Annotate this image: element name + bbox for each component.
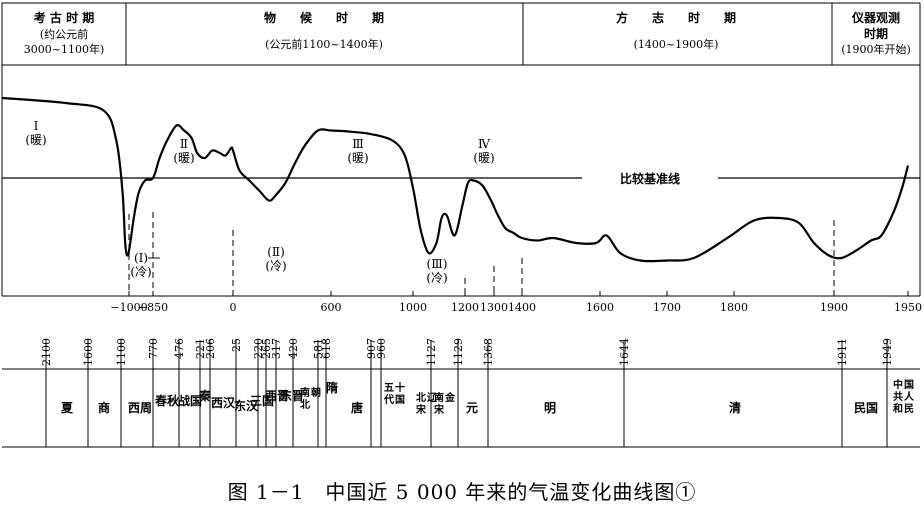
dynasty-name: 三国	[250, 394, 274, 408]
dynasty-name: 夏	[61, 401, 74, 415]
dynasty-name: 和	[892, 402, 903, 415]
x-axis-ticks: −1000−850 0 600 1000 1200 1300 1400 1600 1700 180…	[110, 291, 922, 314]
figure-caption: 图 1－1 中国近 5 000 年来的气温变化曲线图①	[227, 480, 697, 504]
period-header	[1, 2, 921, 66]
dynasty-name: 西汉	[211, 395, 236, 410]
baseline-label: 比较基准线	[620, 171, 680, 186]
period-subtitle: (约公元前	[40, 27, 88, 41]
dynasty-name: 民	[904, 403, 914, 415]
x-tick-label: 1400	[508, 301, 536, 314]
period-instrumental: 仪器观测 时期 (1900年开始)	[841, 10, 911, 56]
x-tick-label: 0	[230, 301, 237, 314]
baseline: 比较基准线	[2, 171, 920, 186]
period-archaeological: 考 古 时 期 (约公元前 3000~1100年)	[24, 10, 105, 56]
dynasty-name: 隋	[326, 380, 338, 395]
dynasty-name: 国	[395, 394, 405, 406]
dynasty-strip: 夏商西周 春秋战国秦 西汉东汉三国西晋东晋南北朝 隋唐五代十国 北宋辽南宋金元明清民国中…	[45, 369, 915, 447]
period-phenological: 物 候 时 期 (公元前1100~1400年)	[264, 10, 384, 51]
x-tick-label: −850	[138, 301, 168, 314]
dynasty-name: 战国	[178, 393, 202, 408]
dynasty-name: 人	[904, 390, 915, 403]
dynasty-name: 东汉	[234, 398, 259, 413]
x-tick-label: 1700	[653, 301, 681, 314]
dynasty-name: 西晋	[265, 388, 289, 403]
dynasty-name: 金	[444, 391, 456, 404]
dynasty-name: 西周	[128, 401, 152, 415]
temperature-series-line	[1, 96, 910, 263]
dynasty-name: 宋	[415, 403, 426, 416]
dynasty-name: 唐	[351, 400, 363, 415]
period-range: (公元前1100~1400年)	[265, 37, 383, 51]
dynasty-name: 辽	[427, 392, 438, 404]
dynasty-name: 东晋	[280, 388, 304, 403]
period-divider-lines	[128, 212, 835, 296]
temperature-chart: 考 古 时 期 (约公元前 3000~1100年) 物 候 时 期 (公元前11…	[1, 2, 922, 448]
x-tick-label: 1900	[820, 301, 848, 314]
period-title: 仪器观测	[851, 10, 900, 25]
dynasty-name: 北	[416, 391, 426, 404]
period-annotation-label: Ⅱ	[180, 137, 188, 151]
dynasty-name: 南	[434, 391, 444, 404]
dynasty-name: 清	[729, 400, 741, 415]
dynasty-name: 明	[544, 401, 556, 415]
dynasty-name: 春秋	[154, 393, 180, 408]
warm-cold-annotations: Ⅰ(暖) Ⅱ(暖)Ⅲ(暖)Ⅳ(暖)(Ⅰ)(冷)(Ⅱ)(冷) (Ⅲ)(冷)	[25, 119, 494, 285]
period-title: 考 古 时 期	[34, 10, 95, 25]
period-subtitle: 时期	[864, 26, 888, 41]
period-annotation-sub: (暖)	[173, 151, 194, 165]
period-annotation-sub: (暖)	[25, 133, 46, 147]
dynasty-name: 宋	[433, 403, 444, 416]
period-title: 物 候 时 期	[264, 10, 384, 25]
temperature-curve	[1, 96, 910, 263]
period-range: (1400~1900年)	[634, 37, 719, 51]
x-tick-label: 1200	[451, 301, 479, 314]
x-tick-label: 1000	[399, 301, 427, 314]
x-tick-label: 1800	[720, 301, 748, 314]
dynasty-name: 南	[300, 386, 310, 399]
plot-frame	[1, 65, 921, 297]
dynasty-year-labels: 2100160011007704762212062522026531742058…	[40, 338, 894, 369]
dynasty-strip-frame	[2, 368, 920, 448]
period-range: 3000~1100年)	[24, 42, 105, 56]
dynasty-name: 北	[300, 398, 310, 411]
dynasty-name: 国	[904, 379, 914, 391]
dynasty-name: 十	[395, 381, 405, 394]
dynasty-name: 元	[466, 401, 478, 415]
period-annotation-label: (Ⅲ)	[427, 257, 448, 271]
x-tick-label: −1000	[110, 301, 147, 314]
x-tick-label: 600	[321, 301, 342, 314]
dynasty-name: 秦	[198, 388, 211, 403]
period-range: (1900年开始)	[841, 42, 911, 56]
dynasty-name: 商	[98, 400, 110, 415]
x-tick-label: 1950	[894, 301, 922, 314]
period-annotation-sub: (冷)	[426, 271, 447, 285]
dynasty-name: 共	[893, 390, 903, 403]
period-title: 方 志 时 期	[616, 10, 736, 25]
period-annotation-label: Ⅲ	[352, 137, 364, 151]
dynasty-name: 朝	[311, 386, 321, 399]
dynasty-name: 民国	[854, 401, 878, 415]
period-annotation-label: Ⅰ	[34, 119, 39, 133]
period-annotation-sub: (暖)	[473, 151, 494, 165]
x-tick-label: 1600	[586, 301, 614, 314]
period-annotation-sub: (暖)	[347, 151, 368, 165]
period-annotation-label: (Ⅱ)	[267, 245, 285, 259]
period-annotation-sub: (冷)	[265, 259, 286, 273]
period-gazetteer: 方 志 时 期 (1400~1900年)	[616, 10, 736, 51]
x-tick-label: 1300	[480, 301, 508, 314]
dynasty-name: 五	[384, 382, 394, 394]
dynasty-name: 代	[383, 393, 394, 406]
period-annotation-label: Ⅳ	[478, 137, 491, 151]
dynasty-name: 中	[893, 378, 903, 391]
period-annotation-label: (Ⅰ)	[134, 251, 148, 265]
period-annotation-sub: (冷)	[130, 265, 151, 279]
